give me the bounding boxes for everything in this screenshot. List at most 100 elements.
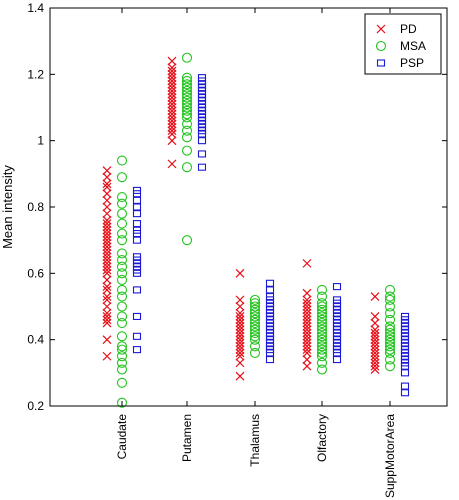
data-point-pd [102, 292, 112, 301]
data-point-msa [316, 308, 328, 319]
data-point-pd [167, 56, 177, 66]
data-point-msa [116, 198, 128, 209]
data-point-pd [167, 99, 177, 109]
data-point-psp [265, 292, 275, 301]
data-point-pd [235, 351, 245, 361]
data-point-msa [249, 341, 261, 352]
data-point-msa [116, 301, 128, 312]
data-point-pd [167, 83, 177, 93]
data-point-pd [167, 96, 177, 106]
legend: PD MSA PSP [364, 13, 442, 75]
data-point-pd [370, 318, 380, 328]
data-point-pd [235, 345, 245, 355]
data-point-msa [384, 294, 396, 305]
data-point-msa [316, 364, 328, 375]
data-point-psp [400, 382, 410, 390]
data-point-psp [132, 226, 142, 234]
legend-box [364, 13, 442, 75]
data-point-msa [249, 311, 261, 322]
y-tick-label: 0.6 [27, 266, 44, 280]
data-point-pd [235, 268, 245, 278]
data-point-pd [302, 312, 312, 321]
x-tick-label: Olfactory [315, 414, 329, 462]
data-point-pd [235, 325, 245, 335]
data-point-msa [181, 112, 193, 123]
series-psp [132, 74, 410, 397]
data-point-pd [102, 215, 112, 225]
legend-marker-msa [375, 40, 387, 52]
data-point-psp [265, 279, 275, 287]
data-point-msa [249, 324, 261, 335]
series-pd [102, 56, 380, 381]
data-point-msa [316, 298, 328, 309]
data-point-pd [302, 288, 312, 298]
data-point-pd [167, 103, 177, 112]
data-point-pd [167, 66, 177, 76]
data-point-msa [116, 284, 128, 295]
data-point-msa [249, 327, 261, 339]
data-point-pd [102, 249, 112, 258]
data-point-pd [167, 126, 177, 136]
data-point-msa [116, 364, 128, 375]
data-point-msa [316, 301, 328, 312]
data-point-msa [116, 155, 128, 166]
data-point-psp [265, 356, 275, 364]
data-point-psp [400, 312, 410, 321]
data-point-pd [102, 189, 112, 199]
data-point-pd [370, 328, 380, 338]
data-point-msa [384, 331, 396, 342]
data-point-pd [167, 73, 177, 83]
data-point-msa [316, 327, 328, 339]
data-point-psp [332, 356, 342, 364]
data-point-pd [370, 341, 380, 351]
data-point-msa [316, 291, 328, 302]
data-point-msa [316, 311, 328, 322]
data-point-msa [249, 304, 261, 315]
data-point-msa [249, 318, 261, 329]
data-point-pd [102, 229, 112, 238]
data-point-pd [235, 328, 245, 338]
data-point-msa [384, 344, 396, 355]
data-point-pd [102, 222, 112, 232]
data-point-pd [167, 86, 177, 96]
data-point-pd [102, 239, 112, 248]
x-axis: Caudate Putamen Thalamus Olfactory SuppMotor… [115, 8, 397, 498]
data-point-pd [235, 335, 245, 345]
data-point-msa [116, 235, 128, 246]
data-point-pd [102, 255, 112, 265]
data-point-pd [102, 179, 112, 189]
data-point-pd [370, 348, 380, 358]
data-point-pd [102, 209, 112, 219]
data-point-msa [116, 318, 128, 329]
data-point-pd [102, 182, 112, 192]
data-point-msa [316, 331, 328, 342]
data-point-pd [302, 298, 312, 308]
data-point-pd [370, 338, 380, 348]
x-tick-label: Caudate [115, 414, 129, 460]
data-point-pd [102, 262, 112, 272]
data-point-msa [316, 318, 328, 329]
data-point-msa [181, 102, 193, 113]
data-point-msa [249, 321, 261, 332]
y-tick-label: 1 [37, 134, 44, 148]
data-point-pd [167, 79, 177, 89]
data-point-msa [249, 334, 261, 345]
data-point-pd [370, 312, 380, 321]
data-point-msa [384, 308, 396, 319]
data-point-msa [384, 314, 396, 325]
data-point-psp [132, 236, 142, 244]
data-point-pd [235, 338, 245, 348]
data-point-psp [332, 296, 342, 304]
data-point-msa [384, 354, 396, 365]
legend-label-psp: PSP [400, 56, 424, 70]
data-point-msa [384, 324, 396, 335]
data-point-pd [302, 258, 312, 268]
data-point-msa [249, 308, 261, 319]
data-point-msa [181, 72, 193, 83]
data-point-pd [302, 325, 312, 335]
data-point-pd [302, 305, 312, 315]
data-point-pd [370, 335, 380, 345]
data-point-msa [116, 274, 128, 286]
data-point-pd [102, 242, 112, 252]
